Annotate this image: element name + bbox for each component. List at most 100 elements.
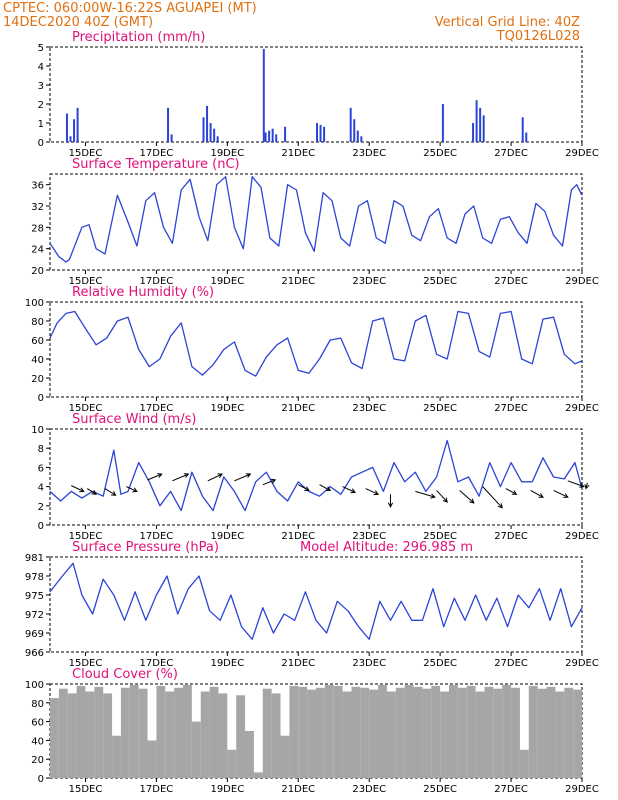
cloud-bar [58,688,68,778]
cloud-xtick-label: 25DEC [423,784,457,795]
precip-bar [170,134,173,142]
wind-arrow-shaft [86,488,97,495]
precipitation-title: Precipitation (mm/h) [72,30,205,45]
temp-ytick-label: 36 [31,181,44,192]
humidity-title: Relative Humidity (%) [72,285,214,300]
precip-bar [213,128,216,142]
wind-arrow [530,490,544,498]
pres-xtick-label: 27DEC [494,658,528,669]
temp-ytick-label: 32 [31,202,44,213]
cloud-bar [227,749,237,778]
temp-xtick-label: 17DEC [140,276,174,287]
cloud-bar [573,689,582,778]
cloud-ytick-label: 60 [31,718,44,729]
rh-xtick-label: 15DEC [69,403,103,414]
cloud-ytick-label: 80 [31,699,44,710]
wind-arrow-shaft [553,489,569,498]
precip-bar [268,130,271,142]
rh-frame [49,301,583,398]
precip-bar [73,119,76,142]
wind-arrow-shaft [436,490,448,503]
pres-ytick-label: 966 [25,648,44,659]
cloud-cover-title: Cloud Cover (%) [72,667,178,682]
wind-title: Surface Wind (m/s) [72,412,196,427]
wind-arrow-shaft [147,473,162,481]
model-altitude: Model Altitude: 296.985 m [300,540,473,555]
cloud-bar [85,691,95,778]
cloud-bar [564,687,574,778]
rh-xtick-label: 29DEC [565,403,599,414]
pressure-panel: Surface Pressure (hPa) Model Altitude: 2… [25,540,599,669]
humidity-panel: Relative Humidity (%) 0 20 40 60 80 100 15DEC 1… [25,285,599,414]
pres-xtick-label: 17DEC [140,658,174,669]
temp-ytick-label: 24 [31,245,44,256]
wind-arrow-shaft [234,473,251,482]
wind-arrow-shaft [126,486,138,492]
cloud-bar [493,688,503,778]
wind-arrow-head [217,473,223,479]
wind-ytick-label: 4 [38,483,44,494]
precip-xtick-label: 25DEC [423,148,457,159]
wind-ytick-label: 2 [38,502,44,513]
rh-xtick-label: 21DEC [281,403,315,414]
wind-arrow-head [183,473,190,478]
precip-bar [65,113,68,142]
precip-bar [275,134,278,142]
pres-frame [49,556,583,653]
cloud-bar [50,698,59,778]
precip-bar [472,123,475,142]
rh-ytick-label: 40 [31,355,44,366]
precip-bar [349,107,352,142]
wind-arrow-head [387,502,394,508]
cloud-bar [289,685,299,778]
cloud-bar [103,693,113,778]
temperature-panel: Surface Temperature (nC) 20 24 28 32 36 15DEC… [31,157,599,287]
wind-xtick-label: 27DEC [494,531,528,542]
precip-bar [216,136,219,142]
cloud-ytick-label: 0 [38,774,44,785]
precip-bar [353,119,356,142]
wind-arrow-head [111,491,117,496]
cloud-bar [280,735,290,778]
precip-bar [209,123,212,142]
precip-bar [479,107,482,142]
wind-arrow-shaft [298,484,310,491]
cloud-bar [262,688,272,778]
precip-bar [482,115,485,142]
precip-bar [360,136,363,142]
wind-arrow-head [442,497,448,503]
temperature-title: Surface Temperature (nC) [72,157,240,172]
precip-bar [323,126,326,142]
precip-xtick-label: 23DEC [352,148,386,159]
wind-arrow-head [469,498,475,504]
temp-xtick-label: 23DEC [352,276,386,287]
pres-ytick-label: 969 [25,629,44,640]
wind-arrow-shaft [342,486,356,493]
cloud-bar [165,691,175,778]
pres-xtick-label: 21DEC [281,658,315,669]
wind-arrow-head [350,488,356,494]
wind-arrow-shaft [530,490,544,498]
cloud-bar [351,686,361,778]
wind-arrow [234,473,252,482]
wind-ytick-label: 8 [38,444,44,455]
precip-bar [262,48,265,142]
precip-ytick-label: 3 [38,81,44,92]
cloud-bar [537,688,547,778]
precip-xtick-label: 19DEC [210,148,244,159]
precip-ytick-label: 1 [38,119,44,130]
rh-ytick-label: 80 [31,317,44,328]
cloud-bar [271,693,281,778]
cloud-bar [236,695,246,778]
cloud-bar [449,684,458,778]
rh-series-line [49,310,583,377]
pres-series-line [49,562,583,640]
precip-bar [69,136,72,142]
precip-bar [525,132,528,142]
cloud-ytick-label: 100 [25,680,44,691]
cloud-xtick-label: 19DEC [210,784,244,795]
wind-xtick-label: 17DEC [140,531,174,542]
wind-arrow [262,478,277,486]
precip-xtick-label: 17DEC [140,148,174,159]
